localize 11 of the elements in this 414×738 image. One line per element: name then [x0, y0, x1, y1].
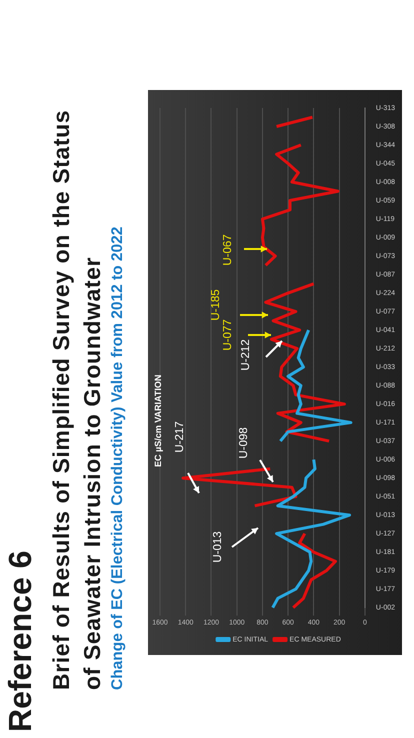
annotation: U-013 [212, 530, 224, 565]
annotation: EC µS/cm VARIATION [153, 374, 163, 467]
annotation: U-067 [222, 233, 234, 268]
annotation: U-077 [222, 318, 234, 353]
annotation: U-185 [210, 288, 222, 323]
annotation: U-212 [240, 338, 252, 373]
text: Brief of Results of Simplified Survey on the Status of Seawater Intrusion to Groundwater [47, 108, 106, 690]
text: Reference 6 [2, 550, 39, 732]
annotation: U-098 [238, 426, 250, 461]
annotation: U-217 [174, 420, 186, 455]
text: Change of EC (Electrical Conductivity) Value from 2012 to 2022 [109, 226, 127, 690]
